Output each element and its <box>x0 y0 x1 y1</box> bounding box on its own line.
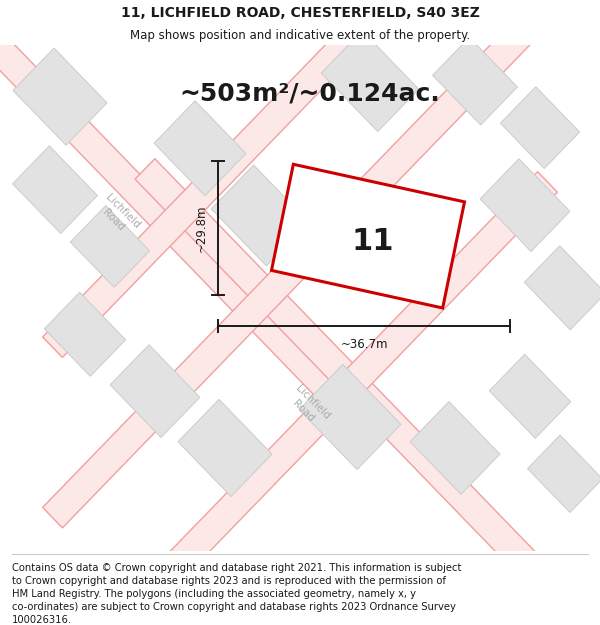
Polygon shape <box>490 354 571 438</box>
Text: Contains OS data © Crown copyright and database right 2021. This information is : Contains OS data © Crown copyright and d… <box>12 563 461 573</box>
Polygon shape <box>154 101 246 196</box>
Text: Lichfield
Road: Lichfield Road <box>284 383 331 430</box>
Polygon shape <box>44 292 125 376</box>
Text: to Crown copyright and database rights 2023 and is reproduced with the permissio: to Crown copyright and database rights 2… <box>12 576 446 586</box>
Polygon shape <box>527 435 600 512</box>
Text: Lichfield
Road: Lichfield Road <box>95 192 142 239</box>
Polygon shape <box>178 399 272 496</box>
Polygon shape <box>500 87 580 169</box>
Polygon shape <box>135 159 565 603</box>
Polygon shape <box>13 146 97 234</box>
Polygon shape <box>13 48 107 145</box>
Polygon shape <box>70 206 149 288</box>
Polygon shape <box>433 38 517 125</box>
Polygon shape <box>299 364 401 469</box>
Polygon shape <box>524 246 600 330</box>
Text: 11: 11 <box>352 227 394 256</box>
Text: ~503m²/~0.124ac.: ~503m²/~0.124ac. <box>179 81 440 106</box>
Polygon shape <box>211 165 309 266</box>
Text: co-ordinates) are subject to Crown copyright and database rights 2023 Ordnance S: co-ordinates) are subject to Crown copyr… <box>12 602 456 612</box>
Polygon shape <box>43 0 557 528</box>
Text: 100026316.: 100026316. <box>12 614 72 624</box>
Text: ~29.8m: ~29.8m <box>195 204 208 252</box>
Text: 11, LICHFIELD ROAD, CHESTERFIELD, S40 3EZ: 11, LICHFIELD ROAD, CHESTERFIELD, S40 3E… <box>121 6 479 19</box>
Polygon shape <box>0 0 345 407</box>
Text: ~36.7m: ~36.7m <box>340 338 388 351</box>
Polygon shape <box>321 31 419 132</box>
Polygon shape <box>271 164 464 308</box>
Text: HM Land Registry. The polygons (including the associated geometry, namely x, y: HM Land Registry. The polygons (includin… <box>12 589 416 599</box>
Polygon shape <box>43 172 557 625</box>
Polygon shape <box>480 159 570 251</box>
Polygon shape <box>43 0 557 357</box>
Text: Map shows position and indicative extent of the property.: Map shows position and indicative extent… <box>130 29 470 42</box>
Polygon shape <box>110 345 200 438</box>
Polygon shape <box>410 401 500 494</box>
